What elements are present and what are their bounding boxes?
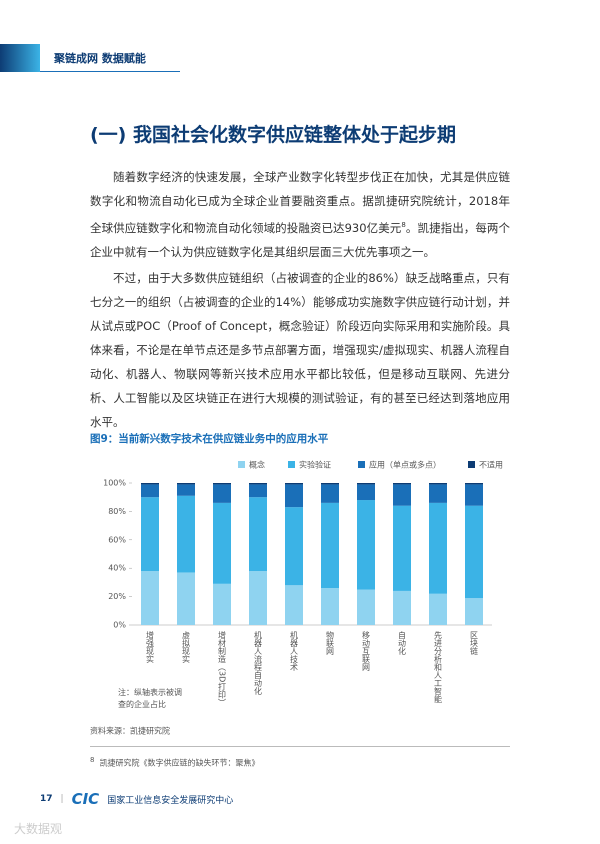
bar-segment	[141, 497, 159, 572]
footnote-line	[90, 746, 510, 747]
bar-segment	[465, 598, 483, 625]
bar-segment	[285, 585, 303, 625]
bar-segment	[321, 484, 339, 503]
legend-swatch	[358, 461, 365, 468]
x-tick-label: 机器人技术	[290, 630, 299, 672]
bar-segment	[141, 571, 159, 625]
text: 随着数字经济的快速发展，全球产业数字化转型步伐正在加快，尤其是供应链数字化和物流…	[90, 170, 510, 235]
bar-segment	[321, 502, 339, 589]
legend-swatch	[238, 461, 245, 468]
paragraph: 不过，由于大多数供应链组织（占被调查的企业的86%）缺乏战略重点，只有七分之一的…	[90, 266, 510, 434]
bar-segment	[321, 588, 339, 625]
bar-segment	[285, 507, 303, 586]
x-tick-label: 先进分析和人工智能	[434, 630, 443, 704]
x-tick-label: 虚拟现实	[182, 630, 191, 664]
bar-segment	[393, 590, 411, 625]
bar-segment	[357, 483, 375, 485]
footnote-number: 8	[90, 756, 95, 764]
footnote: 8 凯捷研究院《数字供应链的缺失环节：聚焦》	[90, 756, 260, 769]
y-tick-label: 0%	[113, 621, 126, 630]
y-tick-label: 80%	[108, 507, 126, 516]
paragraph: 随着数字经济的快速发展，全球产业数字化转型步伐正在加快，尤其是供应链数字化和物流…	[90, 165, 510, 264]
legend-label: 实验验证	[299, 460, 331, 470]
x-tick-label: 机器人流程自动化	[254, 630, 263, 696]
bar-segment	[429, 484, 447, 503]
bar-segment	[141, 484, 159, 498]
bar-segment	[285, 483, 303, 485]
x-tick-label: 自动化	[398, 630, 407, 656]
bar-segment	[465, 484, 483, 506]
bar-segment	[141, 483, 159, 485]
text: 不过，由于大多数供应链组织（占被调查的企业的86%）缺乏战略重点，只有七分之一的…	[90, 271, 510, 429]
legend-label: 不适用	[479, 460, 503, 470]
bar-segment	[465, 505, 483, 599]
y-tick-label: 60%	[108, 535, 126, 544]
watermark: 大数据观	[14, 822, 63, 836]
bar-segment	[393, 505, 411, 591]
bar-segment	[249, 571, 267, 625]
footnote-text: 凯捷研究院《数字供应链的缺失环节：聚焦》	[99, 758, 260, 768]
bar-segment	[249, 497, 267, 572]
y-tick-label: 100%	[103, 479, 126, 488]
bar-segment	[213, 502, 231, 584]
section-title: (一) 我国社会化数字供应链整体处于起步期	[90, 124, 456, 146]
legend-swatch	[468, 461, 475, 468]
y-tick-label: 20%	[108, 592, 126, 601]
footnote-ref: 8	[401, 221, 406, 229]
bar-segment	[177, 483, 195, 485]
header-line	[40, 71, 180, 72]
x-tick-label: 物联网	[326, 630, 335, 656]
y-tick-label: 40%	[108, 564, 126, 573]
page-number: 17	[40, 794, 53, 804]
bar-segment	[357, 500, 375, 590]
bar-segment	[429, 593, 447, 625]
header-title: 聚链成网 数据赋能	[54, 52, 146, 65]
bar-segment	[249, 483, 267, 485]
bar-segment	[393, 484, 411, 506]
header-bar	[0, 44, 40, 72]
chart-source: 资料来源：凯捷研究院	[90, 726, 170, 736]
x-tick-label: 增材制造（3D打印）	[218, 630, 227, 706]
bar-segment	[321, 483, 339, 485]
bar-segment	[465, 483, 483, 485]
bar-segment	[213, 483, 231, 485]
org-name: 国家工业信息安全发展研究中心	[107, 795, 234, 806]
footer: 17 | CIC 国家工业信息安全发展研究中心	[40, 790, 233, 808]
bar-segment	[357, 589, 375, 625]
bar-segment	[177, 484, 195, 496]
divider: |	[60, 794, 64, 804]
logo: CIC	[71, 790, 100, 808]
chart: 图9：当前新兴数字技术在供应链业务中的应用水平 概念 实验验证 应用（单点或多点） 不…	[90, 432, 503, 736]
note-box: 注：纵轴表示被调查的企业占比	[118, 688, 182, 709]
bar-segment	[429, 502, 447, 594]
bar-segment	[357, 484, 375, 501]
bar-segment	[177, 495, 195, 573]
bar-segment	[213, 484, 231, 503]
bar-segment	[249, 484, 267, 498]
x-tick-label: 增强现实	[146, 630, 155, 664]
bar-segment	[429, 483, 447, 485]
legend-label: 应用（单点或多点）	[369, 460, 441, 470]
chart-title: 图9：当前新兴数字技术在供应链业务中的应用水平	[90, 432, 329, 445]
bar-segment	[393, 483, 411, 485]
bar-segment	[213, 583, 231, 625]
legend-label: 概念	[249, 460, 265, 470]
bar-segment	[285, 484, 303, 508]
chart-note: 注：纵轴表示被调查的企业占比	[118, 688, 182, 709]
text: 。凯捷指出，每两个企业中就有一个认为供应链数字化是其组织层面三大优先事项之一。	[90, 220, 511, 259]
legend-swatch	[288, 461, 295, 468]
x-tick-label: 区块链	[470, 631, 479, 656]
x-tick-label: 移动互联网	[362, 630, 371, 672]
bar-segment	[177, 572, 195, 625]
